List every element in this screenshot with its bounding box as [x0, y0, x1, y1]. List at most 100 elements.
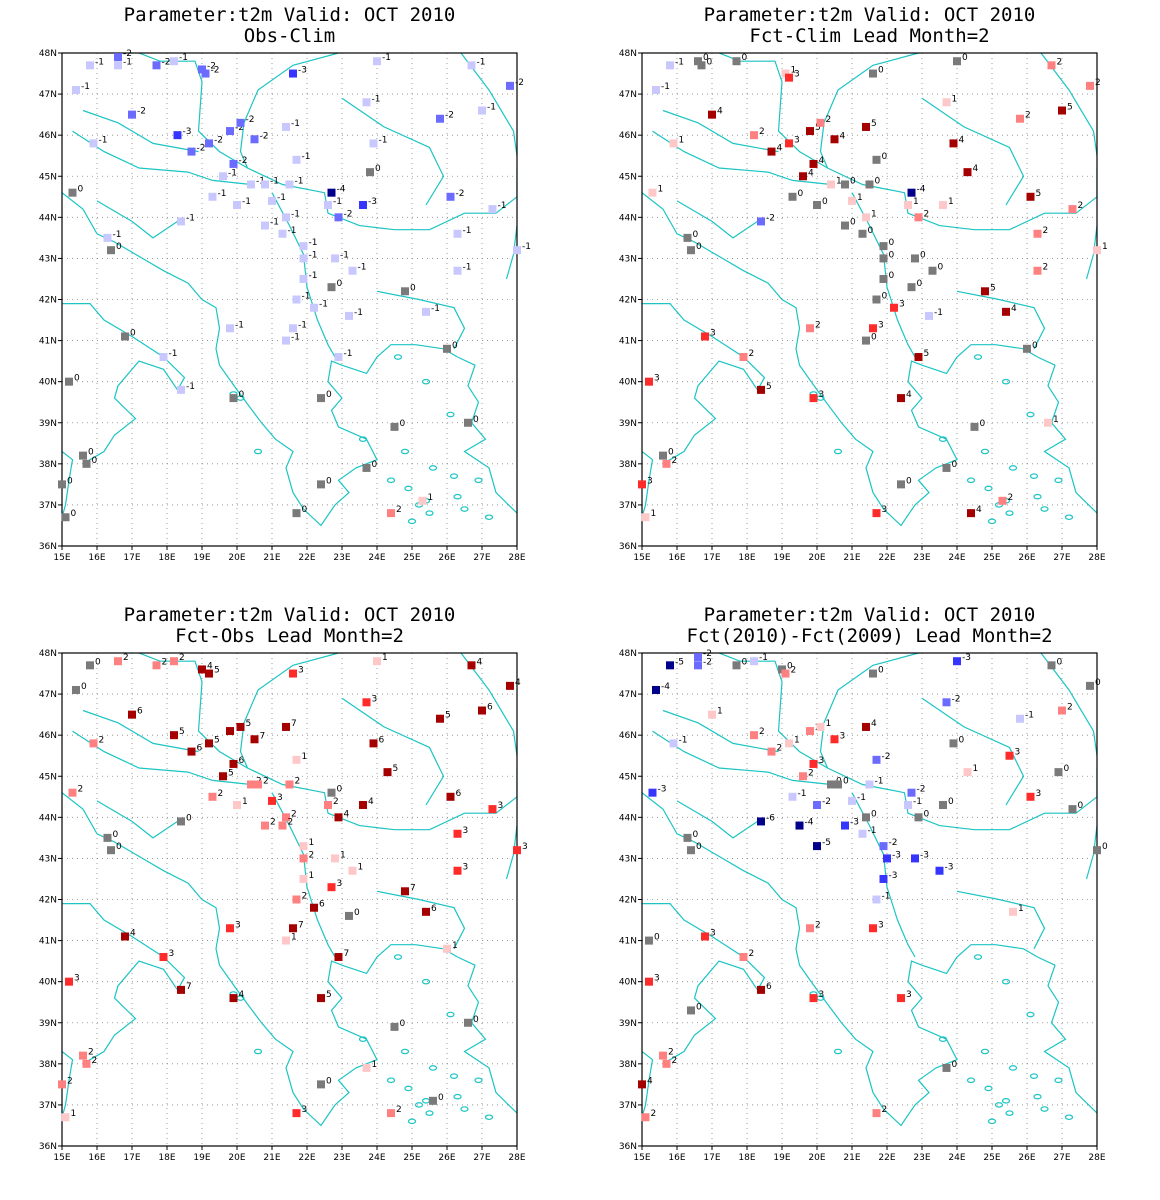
station-marker	[443, 944, 451, 953]
station-value-label: 4	[207, 661, 213, 671]
station-value-label: 0	[67, 476, 73, 486]
station-marker	[229, 994, 238, 1003]
station-value-label: 1	[358, 863, 364, 873]
station-value-label: -2	[889, 838, 898, 848]
station-marker	[816, 722, 825, 731]
station-value-label: 2	[295, 776, 301, 786]
station-value-label: 5	[1067, 103, 1073, 113]
coastline	[1037, 356, 1097, 514]
station-marker	[914, 813, 923, 822]
station-marker	[1054, 768, 1063, 777]
station-marker	[862, 122, 870, 131]
station-marker	[334, 353, 343, 362]
station-marker	[278, 229, 287, 238]
station-marker	[701, 932, 709, 941]
station-value-label: -1	[309, 238, 318, 248]
station-marker	[334, 813, 343, 822]
station-marker	[229, 394, 238, 403]
station-marker	[869, 669, 877, 678]
station-marker	[785, 73, 793, 82]
station-marker	[299, 854, 308, 863]
chart-subtitle: Fct-Clim Lead Month=2	[749, 25, 989, 47]
station-marker	[170, 731, 178, 740]
station-value-label: -3	[368, 197, 377, 207]
station-marker	[970, 422, 979, 431]
y-tick-label: 45N	[39, 772, 57, 782]
x-tick-label: 16E	[668, 553, 685, 563]
coastline	[652, 730, 832, 786]
station-marker	[453, 229, 462, 238]
station-value-label: -1	[372, 94, 381, 104]
station-marker	[666, 61, 674, 70]
station-value-label: 0	[71, 509, 77, 519]
station-marker	[331, 254, 339, 263]
station-value-label: 0	[410, 283, 416, 293]
station-value-label: 0	[473, 415, 479, 425]
station-marker	[177, 385, 185, 394]
station-marker	[401, 887, 409, 896]
station-marker	[289, 69, 297, 78]
x-tick-label: 26E	[1018, 1153, 1035, 1163]
station-value-label: 2	[99, 735, 105, 745]
station-value-label: 3	[819, 990, 825, 1000]
station-value-label: -3	[850, 818, 859, 828]
coastline	[460, 53, 517, 156]
station-marker	[247, 780, 255, 789]
station-marker	[327, 788, 336, 797]
station-value-label: 0	[1057, 657, 1063, 667]
station-marker	[939, 801, 947, 810]
station-marker	[467, 661, 476, 670]
station-value-label: 5	[924, 349, 930, 359]
island	[425, 1110, 434, 1116]
y-tick-label: 39N	[39, 1019, 57, 1029]
island	[421, 978, 431, 985]
station-marker	[925, 311, 933, 320]
station-marker	[1026, 792, 1035, 801]
coastline	[72, 130, 252, 186]
station-marker	[299, 874, 308, 883]
x-tick-label: 16E	[668, 1153, 685, 1163]
station-marker	[869, 69, 877, 78]
x-tick-label: 18E	[158, 1153, 175, 1163]
station-value-label: -4	[805, 818, 814, 828]
station-value-label: 3	[819, 390, 825, 400]
y-tick-label: 47N	[619, 690, 637, 700]
station-value-label: 3	[647, 476, 653, 486]
x-tick-label: 16E	[88, 553, 105, 563]
station-value-label: -1	[431, 304, 440, 314]
station-marker	[236, 722, 245, 731]
station-value-label: -6	[766, 813, 775, 823]
station-marker	[317, 994, 325, 1003]
station-marker	[362, 98, 371, 107]
station-value-label: 5	[214, 735, 220, 745]
station-value-label: 2	[672, 456, 678, 466]
station-value-label: 3	[794, 70, 800, 80]
station-marker	[159, 953, 168, 962]
station-value-label: 0	[400, 419, 406, 429]
station-marker	[732, 661, 741, 670]
station-marker	[366, 168, 374, 177]
map-svg: Parameter:t2m Valid: OCT 2010Fct(2010)-F…	[619, 604, 1108, 1163]
station-marker	[289, 324, 297, 333]
station-marker	[795, 821, 804, 830]
y-tick-label: 38N	[39, 460, 57, 470]
station-marker	[443, 344, 451, 353]
station-value-label: 1	[948, 197, 954, 207]
station-value-label: 1	[372, 1060, 378, 1070]
x-tick-label: 15E	[633, 553, 650, 563]
station-marker	[362, 698, 371, 707]
station-value-label: -1	[113, 230, 122, 240]
station-marker	[292, 755, 301, 764]
station-marker	[79, 451, 87, 460]
station-marker	[806, 324, 814, 333]
station-value-label: 0	[1095, 678, 1101, 688]
coastline	[236, 344, 458, 527]
station-marker	[648, 788, 657, 797]
station-marker	[883, 854, 891, 863]
station-value-label: 0	[871, 333, 877, 343]
station-value-label: 0	[239, 390, 245, 400]
coastline	[62, 792, 238, 991]
station-value-label: 3	[372, 694, 378, 704]
coastline	[460, 653, 517, 756]
station-marker	[324, 801, 332, 810]
